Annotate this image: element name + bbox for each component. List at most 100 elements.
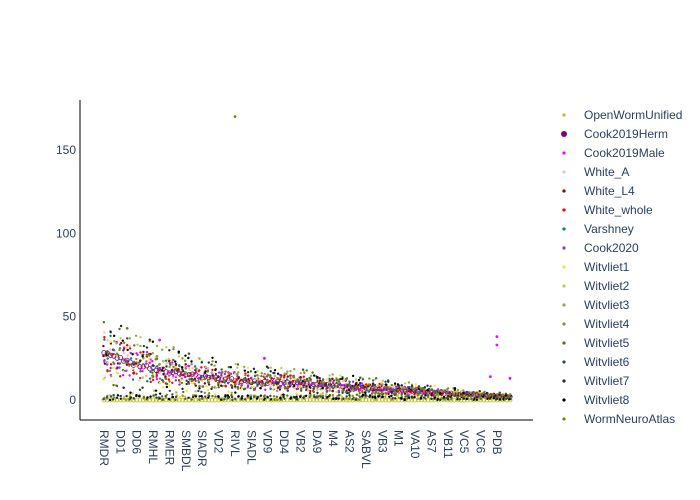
- data-point-wormneuroatlas: [236, 387, 240, 390]
- data-point-witvliet7: [498, 393, 501, 397]
- legend-item[interactable]: Cook2020: [562, 241, 639, 255]
- data-point-witvliet5: [115, 384, 119, 388]
- legend-item[interactable]: OpenWormUnified: [562, 108, 682, 122]
- legend-item[interactable]: White_whole: [562, 203, 653, 217]
- data-point-wormneuroatlas: [416, 393, 419, 397]
- data-point-witvliet4: [397, 396, 401, 400]
- legend-item[interactable]: Witvliet3: [562, 298, 630, 312]
- data-point-witvliet6: [177, 369, 180, 372]
- y-tick-label: 150: [56, 143, 76, 157]
- legend-item[interactable]: Varshney: [562, 222, 634, 236]
- legend-item[interactable]: Witvliet4: [562, 317, 630, 331]
- data-point-witvliet1: [191, 382, 194, 385]
- data-point-witvliet2: [221, 396, 224, 399]
- data-point-openwormunified: [189, 397, 195, 403]
- data-point-white_a: [103, 331, 106, 334]
- data-point-cook2020: [325, 390, 329, 393]
- data-point-witvliet5: [252, 395, 256, 399]
- data-point-witvliet3: [259, 384, 263, 387]
- data-point-white_whole: [278, 378, 282, 381]
- legend-item[interactable]: Witvliet6: [562, 355, 630, 369]
- data-point-varshney: [200, 375, 203, 379]
- data-point-witvliet1: [125, 346, 128, 349]
- legend-item[interactable]: Witvliet7: [562, 374, 630, 388]
- data-point-witvliet4: [211, 360, 214, 363]
- x-tick-label: SMBDL: [179, 430, 193, 472]
- data-point-cook2020: [129, 351, 132, 355]
- data-point-witvliet3: [210, 376, 213, 379]
- data-point-witvliet8: [217, 395, 220, 399]
- data-point-cook2019herm: [121, 358, 127, 364]
- data-point-witvliet4: [416, 390, 420, 394]
- data-point-witvliet8: [371, 395, 374, 399]
- data-point-cook2019herm: [101, 350, 107, 356]
- data-point-witvliet8: [326, 395, 329, 399]
- data-point-witvliet1: [367, 387, 370, 390]
- data-point-openwormunified: [327, 397, 333, 403]
- data-point-cook2020: [125, 359, 129, 362]
- data-point-witvliet5: [174, 398, 177, 402]
- data-point-cook2020: [283, 383, 286, 387]
- data-point-witvliet8: [313, 374, 316, 377]
- legend-item[interactable]: WormNeuroAtlas: [562, 412, 675, 426]
- data-point-witvliet5: [262, 395, 266, 398]
- data-point-witvliet7: [141, 386, 144, 389]
- legend-item[interactable]: Witvliet2: [562, 279, 630, 293]
- data-point-wormneuroatlas: [374, 385, 377, 388]
- data-point-witvliet7: [302, 396, 305, 399]
- data-point-white_a: [109, 348, 112, 351]
- data-point-witvliet6: [185, 379, 188, 382]
- data-point-witvliet7: [174, 362, 178, 366]
- data-point-witvliet3: [243, 365, 246, 369]
- data-point-witvliet8: [190, 360, 193, 363]
- legend-item[interactable]: Cook2019Herm: [561, 127, 668, 141]
- data-point-white_whole: [224, 385, 228, 388]
- legend-item[interactable]: Witvliet5: [562, 336, 630, 350]
- data-point-wormneuroatlas: [154, 358, 157, 361]
- data-point-cook2020: [236, 375, 239, 378]
- data-point-witvliet1: [263, 374, 266, 377]
- data-point-witvliet5: [207, 381, 210, 384]
- legend-label: WormNeuroAtlas: [584, 412, 675, 426]
- data-point-witvliet2: [383, 397, 387, 400]
- data-point-witvliet7: [165, 365, 168, 368]
- legend-item[interactable]: Witvliet1: [562, 260, 630, 274]
- legend[interactable]: OpenWormUnified Cook2019Herm Cook2019Male W…: [561, 108, 682, 426]
- data-point-openwormunified: [209, 397, 215, 403]
- data-point-witvliet4: [260, 372, 263, 375]
- data-point-wormneuroatlas: [256, 374, 259, 377]
- data-point-wormneuroatlas: [336, 379, 339, 382]
- data-point-wormneuroatlas: [162, 380, 165, 384]
- legend-item[interactable]: White_L4: [562, 184, 635, 198]
- legend-item[interactable]: White_A: [562, 165, 629, 179]
- legend-item[interactable]: Witvliet8: [562, 393, 630, 407]
- data-point-witvliet1: [188, 368, 191, 372]
- data-point-varshney: [109, 334, 112, 338]
- data-point-varshney: [335, 381, 338, 385]
- data-point-witvliet6: [315, 396, 318, 399]
- data-point-witvliet8: [403, 398, 406, 402]
- x-tick-label: VB11: [441, 430, 455, 459]
- data-point-wormneuroatlas: [206, 370, 210, 373]
- data-point-witvliet2: [282, 379, 285, 383]
- data-point-witvliet5: [142, 395, 146, 399]
- plot-marks: [101, 115, 513, 403]
- data-point-wormneuroatlas: [103, 354, 106, 358]
- data-point-witvliet6: [337, 394, 341, 397]
- data-point-witvliet2: [321, 391, 324, 395]
- data-point-witvliet7: [286, 375, 290, 378]
- data-point-cook2019herm: [324, 381, 330, 388]
- data-point-witvliet3: [175, 391, 178, 394]
- data-point-witvliet7: [423, 386, 427, 389]
- legend-label: OpenWormUnified: [584, 108, 682, 122]
- data-point-white_whole: [126, 343, 129, 347]
- data-point-witvliet8: [167, 397, 171, 401]
- data-point-witvliet7: [410, 395, 414, 398]
- data-point-witvliet3: [155, 344, 159, 348]
- data-point-witvliet5: [236, 363, 240, 366]
- data-point-varshney: [400, 393, 403, 396]
- data-point-cook2020: [289, 383, 292, 387]
- legend-item[interactable]: Cook2019Male: [562, 146, 665, 160]
- data-point-witvliet2: [240, 380, 243, 384]
- data-point-witvliet7: [233, 385, 237, 388]
